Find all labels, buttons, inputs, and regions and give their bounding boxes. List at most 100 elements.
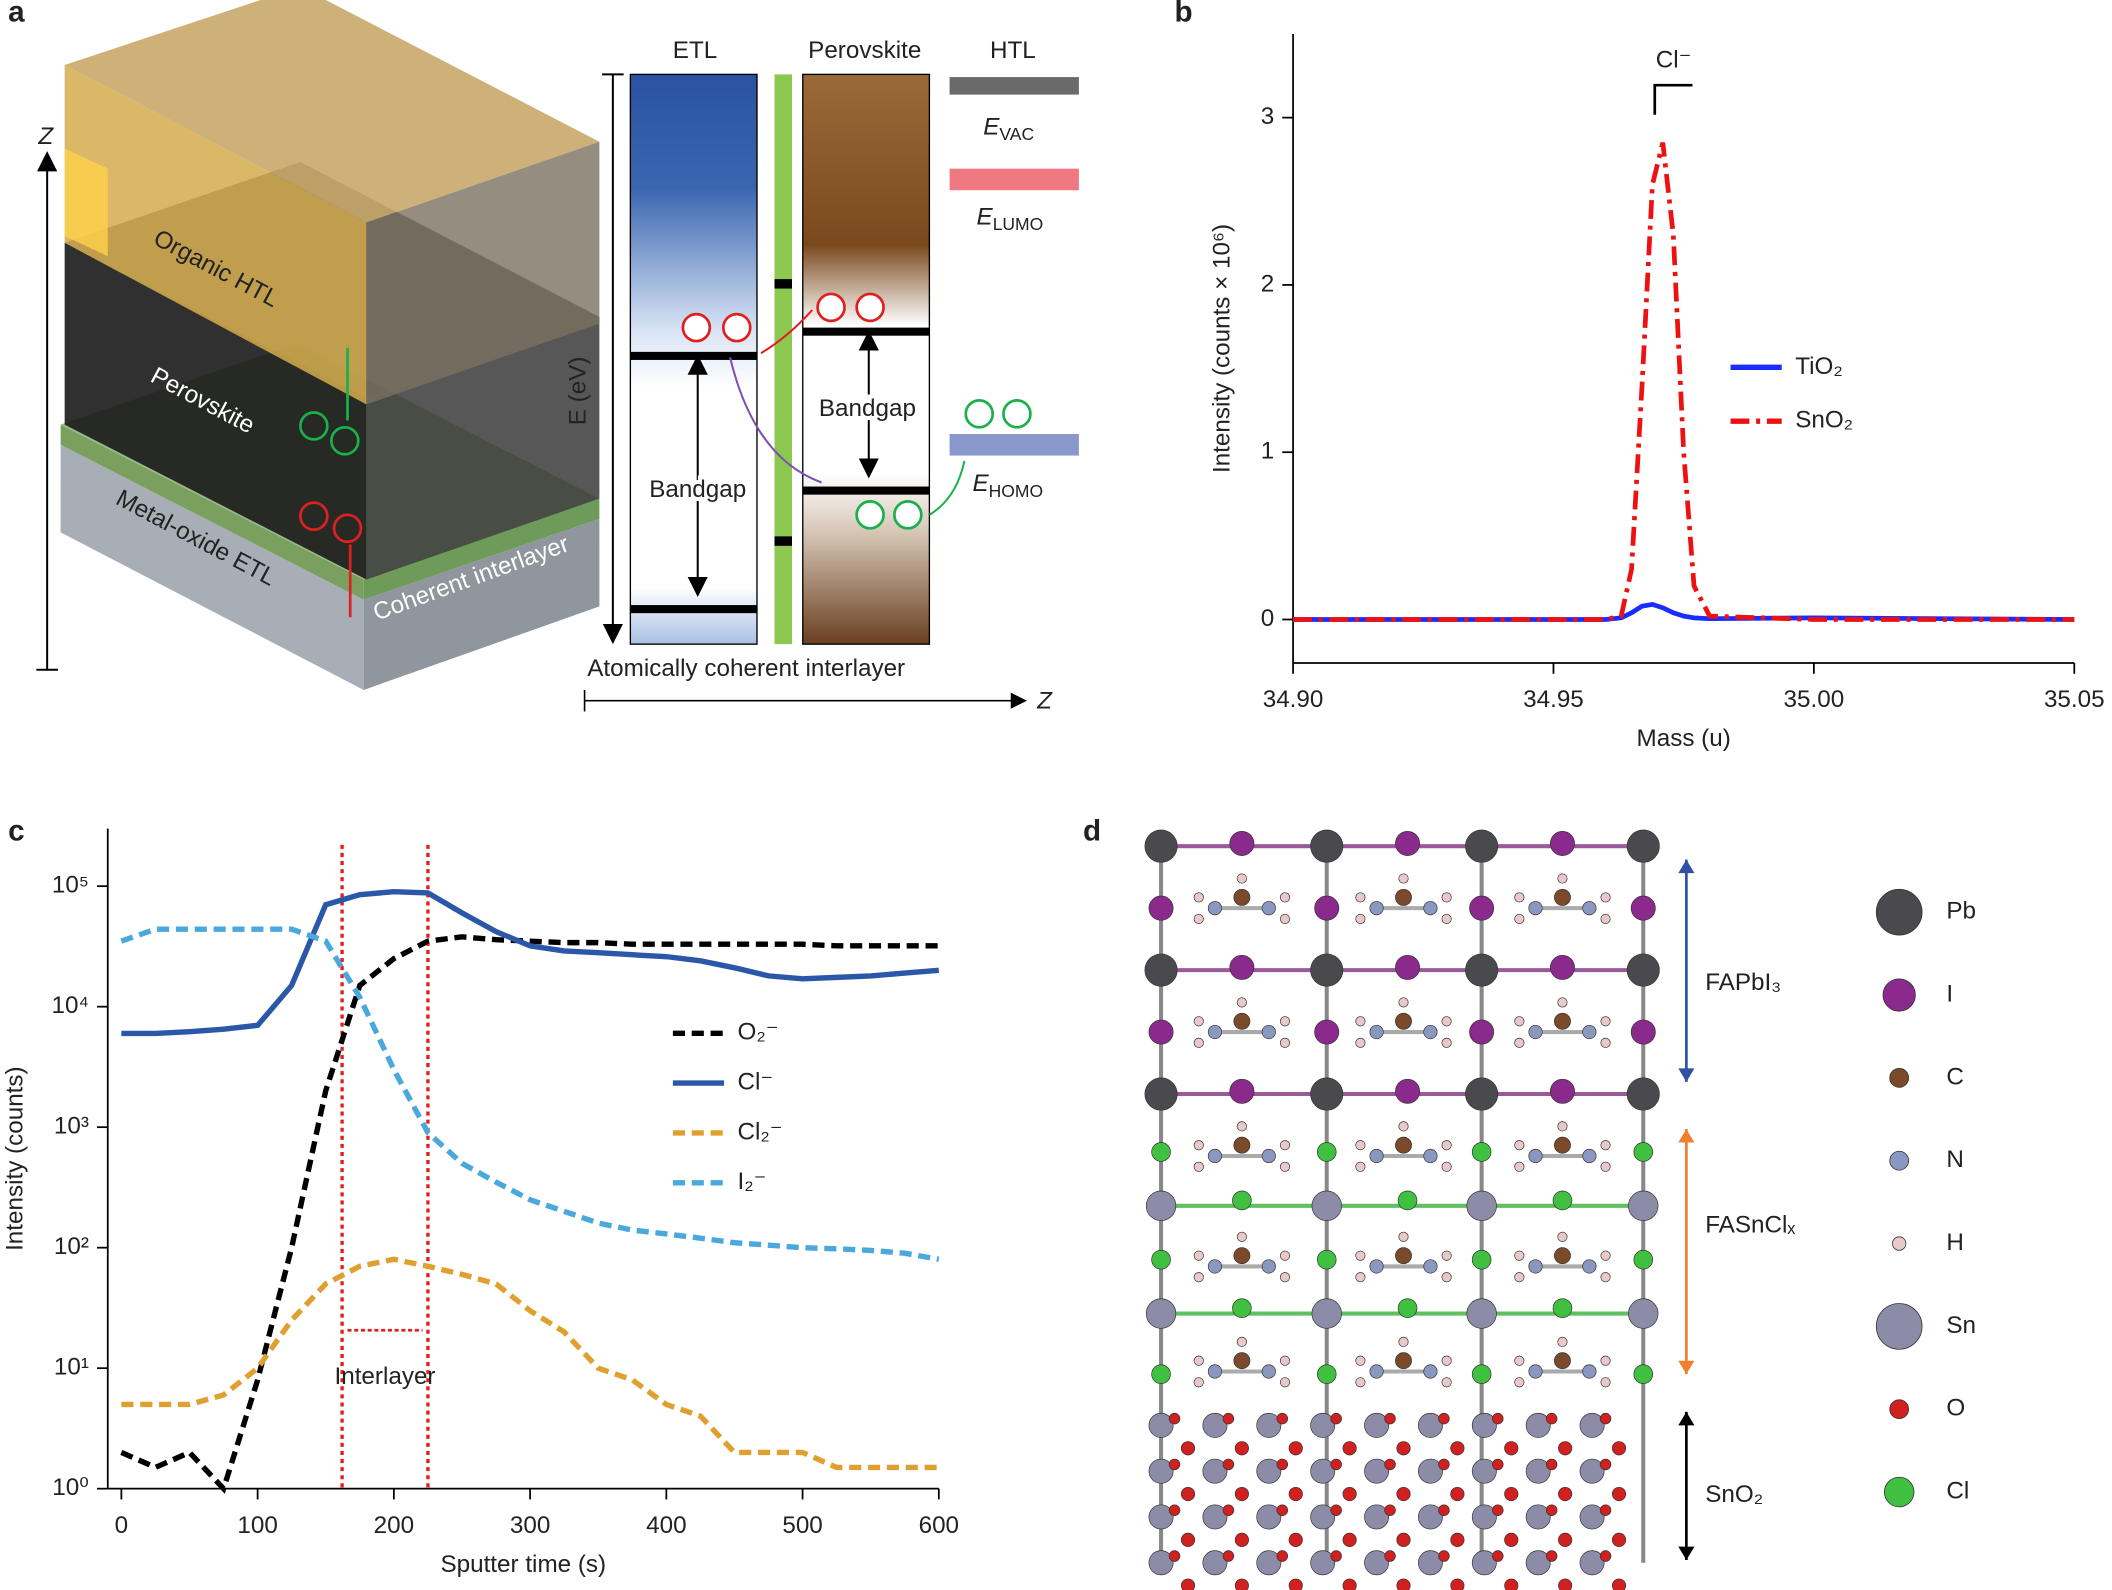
column-label: Perovskite xyxy=(808,37,921,64)
legend-label: Pb xyxy=(1946,898,1976,925)
atom xyxy=(1611,1578,1627,1590)
atom xyxy=(1369,1024,1384,1040)
atom xyxy=(1554,1247,1571,1265)
x-tick-label: 500 xyxy=(782,1512,822,1539)
legend-label: Cl xyxy=(1946,1477,1969,1504)
panel-label: b xyxy=(1175,0,1193,29)
series-line xyxy=(120,934,939,1494)
atom xyxy=(1611,1441,1627,1456)
atom xyxy=(1398,873,1409,884)
y-tick-label: 10⁰ xyxy=(52,1474,89,1501)
atom xyxy=(1471,1364,1492,1384)
atom xyxy=(1395,954,1421,980)
atom xyxy=(1441,1016,1452,1027)
atom xyxy=(1369,1148,1384,1164)
atom xyxy=(1611,1532,1627,1547)
atom xyxy=(1234,1578,1249,1590)
series-line xyxy=(1293,142,2075,622)
atom xyxy=(1364,1550,1390,1576)
atom xyxy=(1310,953,1344,987)
crystal-structure: FAPbI₃ FASnClₓ SnO₂ Pb I C N H Sn O Cl xyxy=(1144,829,1976,1590)
legend-atom xyxy=(1875,1303,1923,1350)
region-label: SnO₂ xyxy=(1705,1481,1763,1508)
atom xyxy=(1514,1250,1525,1261)
atom xyxy=(1229,831,1255,856)
atom xyxy=(1261,1024,1276,1040)
atom xyxy=(1554,888,1571,906)
y-tick-label: 10⁵ xyxy=(52,872,89,899)
y-tick-label: 10⁴ xyxy=(52,992,89,1019)
legend-label: O₂⁻ xyxy=(738,1019,779,1046)
atom xyxy=(1471,1249,1492,1270)
atom xyxy=(1626,829,1660,863)
atom xyxy=(1148,1504,1174,1530)
atom xyxy=(1180,1486,1196,1502)
atom xyxy=(1528,1259,1543,1274)
label-sub: LUMO xyxy=(993,214,1044,234)
atom xyxy=(1396,1441,1411,1456)
atom xyxy=(1193,1016,1204,1027)
atom xyxy=(1202,1550,1228,1576)
atom xyxy=(1145,1190,1177,1221)
atom xyxy=(1450,1486,1465,1502)
atom xyxy=(1600,1250,1611,1261)
atom xyxy=(1310,829,1344,863)
atom xyxy=(1236,997,1247,1008)
atom xyxy=(1222,1458,1235,1471)
atom xyxy=(1316,1142,1337,1162)
atom xyxy=(1288,1532,1303,1547)
atom xyxy=(1554,1012,1571,1030)
atom xyxy=(1288,1441,1303,1456)
atom xyxy=(1600,1161,1611,1172)
atom xyxy=(1545,1412,1558,1425)
legend-atom xyxy=(1892,1236,1907,1251)
atom xyxy=(1288,1578,1303,1590)
atom xyxy=(1514,892,1525,903)
atom xyxy=(1151,1142,1171,1162)
atom xyxy=(1144,1077,1178,1111)
atom xyxy=(1441,1161,1452,1172)
atom xyxy=(1261,1364,1276,1379)
label-sub: VAC xyxy=(999,124,1034,144)
atom xyxy=(1316,1364,1337,1384)
atom xyxy=(1549,831,1575,856)
atom xyxy=(1384,1504,1396,1516)
atom xyxy=(1554,1352,1571,1370)
atom xyxy=(1310,1504,1336,1530)
atom xyxy=(1168,1550,1181,1562)
atom xyxy=(1582,901,1597,916)
atom xyxy=(1276,1458,1289,1471)
atom xyxy=(1397,1298,1418,1318)
legend-label: N xyxy=(1946,1146,1964,1173)
atom xyxy=(1579,1504,1605,1530)
y-axis-label: Intensity (counts × 10⁶) xyxy=(1208,224,1235,473)
atom xyxy=(1342,1578,1357,1590)
atom xyxy=(1630,1019,1656,1045)
atom xyxy=(1471,1504,1497,1530)
atom xyxy=(1395,1352,1412,1370)
atom xyxy=(1514,913,1525,924)
atom xyxy=(1525,1412,1551,1438)
atom xyxy=(1168,1412,1181,1425)
atom xyxy=(1528,1364,1543,1379)
energy-diagram xyxy=(583,73,1079,712)
atom xyxy=(1398,997,1409,1008)
atom xyxy=(1554,1136,1571,1154)
atom xyxy=(1398,1121,1409,1132)
atom xyxy=(1233,888,1251,906)
atom xyxy=(1279,913,1291,924)
atom xyxy=(1355,913,1366,924)
atom xyxy=(1469,895,1495,921)
region-label: FASnClₓ xyxy=(1705,1211,1795,1238)
atom xyxy=(1492,1412,1504,1425)
atom xyxy=(1279,1140,1291,1151)
atom xyxy=(1626,1077,1660,1111)
axis-label: Z xyxy=(37,123,54,150)
atom xyxy=(1395,1078,1421,1104)
atom xyxy=(1438,1458,1450,1471)
atom xyxy=(1180,1532,1196,1547)
atom xyxy=(1207,1364,1223,1379)
atom xyxy=(1600,1037,1611,1048)
atom xyxy=(1310,1077,1344,1111)
atom xyxy=(1525,1458,1551,1484)
